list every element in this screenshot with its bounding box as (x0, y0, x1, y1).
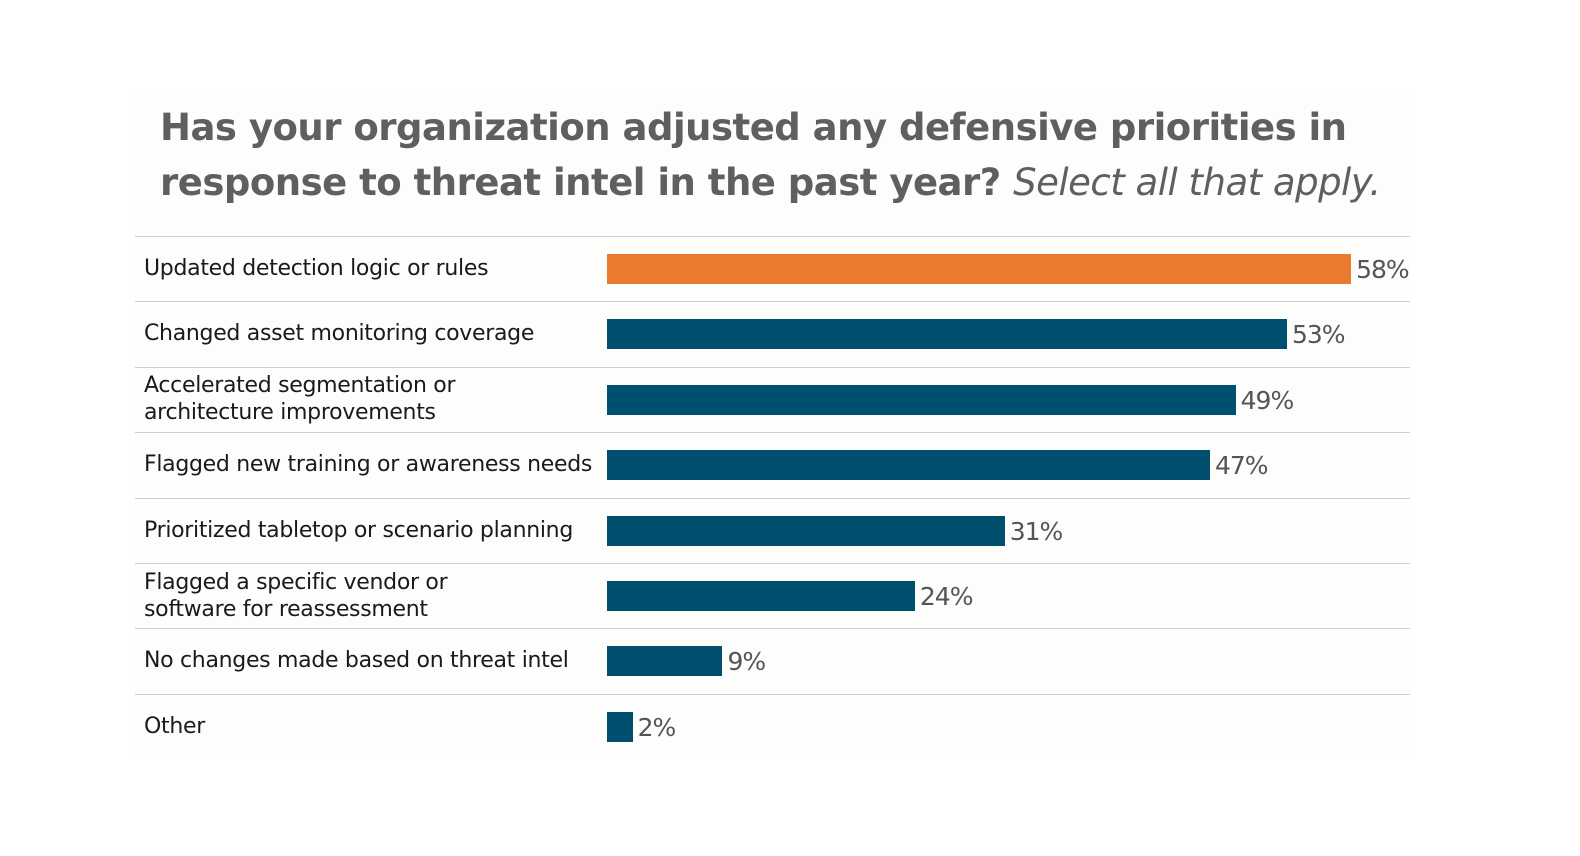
value-label: 53% (1291, 320, 1346, 350)
chart-title: Has your organization adjusted any defen… (160, 106, 1347, 204)
value-label: 47% (1215, 451, 1269, 481)
value-label: 31% (1009, 516, 1064, 546)
bar (607, 384, 1236, 415)
bar (607, 581, 915, 611)
category-label: Flagged a specific vendor or software fo… (144, 569, 448, 622)
value-label: 9% (727, 647, 766, 677)
row-separator (135, 628, 1410, 630)
row-separator (135, 693, 1410, 695)
bar (607, 711, 633, 742)
row-separator (135, 301, 1410, 303)
chart-title-block: Has your organization adjusted any defen… (160, 100, 1420, 210)
category-label: Flagged new training or awareness needs (144, 452, 593, 478)
category-label: Other (144, 713, 205, 739)
row-separator (135, 563, 1410, 564)
category-label: Changed asset monitoring coverage (144, 321, 535, 347)
bar (607, 515, 1005, 546)
row-separator (135, 497, 1410, 499)
bar (607, 646, 723, 677)
value-label: 49% (1240, 385, 1295, 415)
row-separator (135, 432, 1410, 434)
category-label: No changes made based on threat intel (144, 648, 569, 674)
chart-subtitle: Select all that apply. (1013, 161, 1381, 204)
category-label: Prioritized tabletop or scenario plannin… (144, 517, 573, 543)
value-label: 58% (1356, 255, 1410, 284)
row-separator (135, 236, 1410, 237)
value-label: 24% (919, 582, 974, 611)
bar (607, 319, 1287, 350)
category-label: Updated detection logic or rules (144, 256, 489, 281)
category-label: Accelerated segmentation or architecture… (144, 373, 456, 426)
row-separator (135, 366, 1410, 368)
bar (607, 254, 1352, 284)
value-label: 2% (637, 712, 677, 742)
chart-background (135, 90, 1410, 760)
bar (607, 450, 1210, 481)
